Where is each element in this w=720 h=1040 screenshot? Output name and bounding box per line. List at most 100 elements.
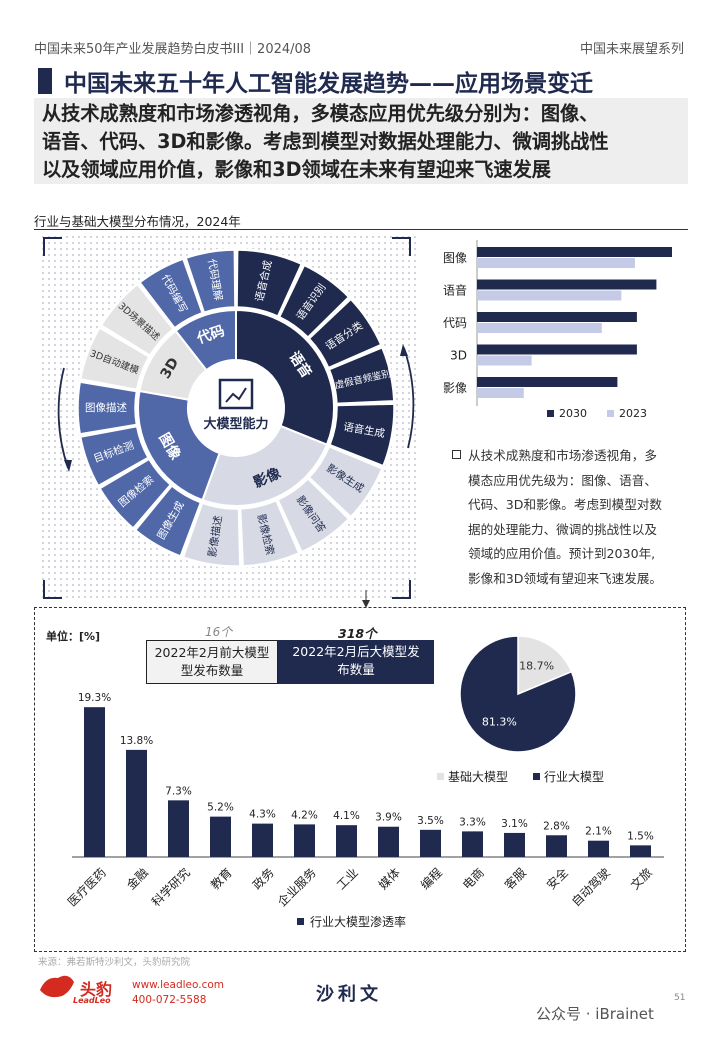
hbar-bar-2023 [477,355,532,366]
page-title: 中国未来五十年人工智能发展趋势——应用场景变迁 [64,71,593,97]
hbar-legend-swatch [607,410,614,417]
hbar-category-label: 3D [450,349,467,363]
source-note: 来源：弗若斯特沙利文，头豹研究院 [38,957,191,968]
vbar-value-label: 2.8% [543,820,570,832]
bullet-line: 影像和3D领域有望迎来飞速发展。 [468,570,663,586]
pie-value-label: 18.7% [519,660,554,673]
wheel-item-cell [308,298,382,369]
hbar-bar-2030 [477,279,657,290]
wheel-item-cell [134,484,202,557]
pie-slice [459,635,577,753]
summary-line: 从技术成熟度和市场渗透视角，多模态应用优先级分别为：图像、 [42,102,599,125]
vbar-value-label: 13.8% [120,735,153,747]
label-after-box: 2022年2月后大模型发 布数量 [278,640,434,684]
vbar-bar [84,707,105,857]
title-accent-bar [38,68,52,94]
vbar-bar [378,826,399,857]
chart-title: 行业与基础大模型分布情况，2024年 [34,214,241,229]
vbar-value-label: 4.1% [333,810,360,822]
vbar-bar [252,823,273,857]
vbar-legend-label: 行业大模型渗透率 [310,914,406,929]
hbar-legend-label: 2030 [559,407,587,420]
hbar-category-label: 影像 [443,381,467,395]
hbar-bar-2023 [477,258,635,268]
right-arrowhead-icon [400,344,408,356]
wheel-item-cell [236,249,303,318]
label-before-line: 2022年2月前大模型 [154,645,270,660]
wheel-item-cell [138,258,204,329]
hbar-category-label: 语音 [443,283,467,298]
label-before-line: 型发布数量 [180,663,244,678]
hbar-category-label: 代码 [443,316,467,330]
hbar-legend-label: 2023 [619,407,647,420]
bottom-dashed-panel [34,607,686,952]
pie-legend-swatch [437,773,444,780]
vbar-bar [336,825,357,857]
bullet-line: 模态应用优先级为：图像、语音、 [468,472,657,488]
pie-legend-label: 基础大模型 [448,770,508,784]
trend-line-icon [225,387,247,403]
vbar-value-label: 4.2% [291,809,318,821]
connector-arrow [362,600,370,608]
wheel-sector-4 [174,308,237,372]
wheel-item-cell [100,283,175,357]
summary-line: 以及领域应用价值，影像和3D领域在未来有望迎来飞速发展 [42,158,551,181]
brand-logo-sub: LeadLeo [73,996,111,1005]
vbar-bar [462,831,483,857]
vbar-value-label: 2.1% [585,826,612,838]
summary-box: 从技术成熟度和市场渗透视角，多模态应用优先级分别为：图像、 语音、代码、3D和影… [34,98,688,184]
vbar-bar [294,824,315,857]
wheel-item-cell [98,458,172,530]
bullet-note: 从技术成熟度和市场渗透视角，多 模态应用优先级为：图像、语音、 代码、3D和影像… [452,444,692,591]
vbar-legend-swatch [297,918,304,925]
brand-phone: 400-072-5588 [132,994,207,1006]
wheel-item-cell [185,249,236,314]
wheel-item-cell [79,327,150,391]
hbar-bar-2030 [477,344,637,355]
vbar-bar [126,749,147,857]
pie-legend-swatch [533,773,540,780]
vbar-value-label: 7.3% [165,785,192,797]
header-report-title: 中国未来50年产业发展趋势白皮书III｜2024/08 [34,42,312,57]
vbar-bar [504,832,525,857]
brand-logo-text: 头豹 [80,980,113,999]
vbar-value-label: 3.9% [375,812,402,824]
wheel-item-cell [277,477,350,553]
vbar-bar [630,845,651,857]
bullet-checkbox-icon [452,450,461,459]
hbar-bar-2023 [477,388,524,398]
hbar-bar-2023 [477,290,622,301]
count-after: 318个 [338,626,377,641]
vbar-value-label: 3.5% [417,815,444,827]
wheel-frame-corners [43,237,411,599]
hbar-legend-swatch [547,410,554,417]
wheel-sector-1 [201,424,329,507]
wheel-sector-0 [235,308,335,447]
bullet-line: 据的处理能力、微调的挑战性以及 [468,521,657,537]
vbar-value-label: 3.3% [459,816,486,828]
bullet-line: 代码、3D和影像。考虑到模型对数 [468,497,663,512]
vbar-bar [168,800,189,857]
vbar-value-label: 4.3% [249,809,276,821]
wheel-sector-2 [137,389,221,502]
wheel-item-cell [328,346,395,405]
wheel-item-label: 图像描述 [85,401,127,414]
wheel-item-cell [308,445,383,518]
wheel-item-cell [182,502,241,567]
wheel-center-label: 大模型能力 [203,416,268,432]
wheel-item-cell [329,403,395,467]
brand-website[interactable]: www.leadleo.com [132,979,224,991]
summary-line: 语音、代码、3D和影像。考虑到模型对数据处理能力、微调挑战性 [42,130,609,153]
vbar-value-label: 3.1% [501,818,528,830]
vbar-value-label: 19.3% [78,692,111,704]
left-arc-arrow [57,367,69,469]
hbar-bar-2030 [477,312,637,322]
header-series-name: 中国未来展望系列 [579,42,684,57]
wheel-item-cell [278,264,350,339]
hbar-bar-2030 [477,247,672,257]
label-after-line: 2022年2月后大模型发 [292,644,420,659]
vbar-bar [420,829,441,857]
vbar-value-label: 1.5% [627,830,654,842]
